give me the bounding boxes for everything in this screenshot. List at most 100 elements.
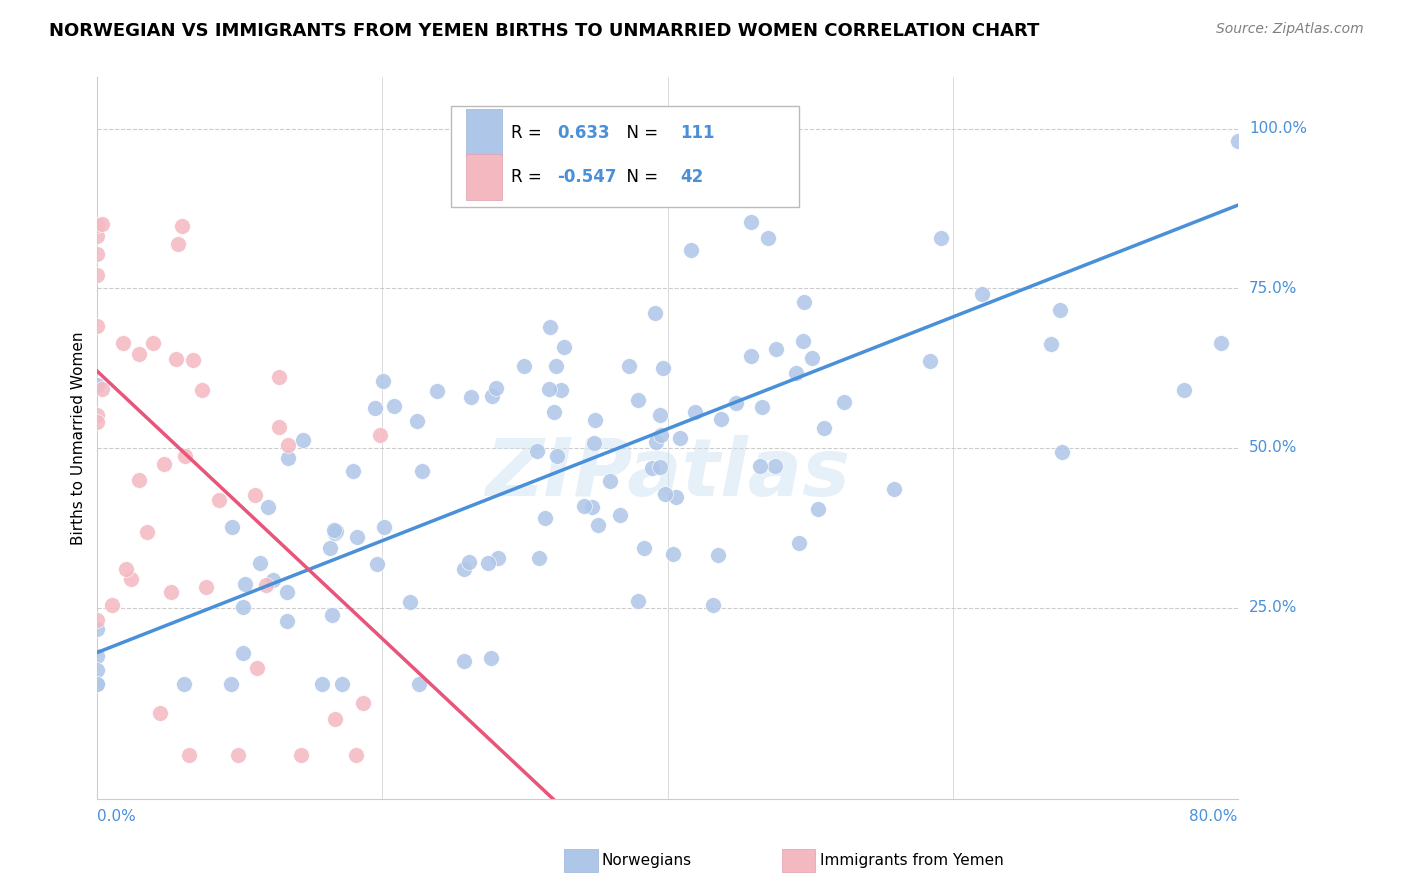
- FancyBboxPatch shape: [465, 110, 502, 156]
- Text: 100.0%: 100.0%: [1249, 121, 1308, 136]
- Point: [724, 396, 747, 410]
- Point: [751, 400, 773, 414]
- Point: [679, 243, 702, 257]
- Point: [627, 594, 650, 608]
- Point: [86, 677, 108, 691]
- Point: [662, 547, 685, 561]
- Point: [160, 584, 183, 599]
- Point: [165, 351, 187, 366]
- Point: [233, 576, 256, 591]
- Point: [181, 352, 204, 367]
- Point: [544, 359, 567, 373]
- Point: [651, 360, 673, 375]
- Point: [1209, 335, 1232, 350]
- Point: [740, 215, 762, 229]
- Point: [526, 443, 548, 458]
- Point: [232, 646, 254, 660]
- Point: [765, 342, 787, 356]
- Point: [325, 524, 347, 539]
- Point: [243, 488, 266, 502]
- Point: [323, 525, 346, 540]
- Point: [583, 413, 606, 427]
- Point: [787, 536, 810, 550]
- Point: [581, 500, 603, 514]
- Point: [453, 561, 475, 575]
- Point: [550, 383, 572, 397]
- FancyBboxPatch shape: [465, 153, 502, 200]
- Text: 75.0%: 75.0%: [1249, 281, 1298, 296]
- Point: [172, 219, 194, 233]
- Point: [546, 449, 568, 463]
- Point: [929, 230, 952, 244]
- Point: [1040, 336, 1063, 351]
- Point: [785, 366, 807, 380]
- Point: [1049, 302, 1071, 317]
- Point: [534, 511, 557, 525]
- Point: [644, 434, 666, 449]
- Point: [644, 306, 666, 320]
- Point: [232, 600, 254, 615]
- Point: [702, 598, 724, 612]
- Point: [128, 347, 150, 361]
- Point: [537, 382, 560, 396]
- Point: [91, 382, 114, 396]
- Point: [481, 651, 503, 665]
- Point: [318, 541, 340, 555]
- Point: [86, 318, 108, 333]
- Point: [748, 459, 770, 474]
- Text: 25.0%: 25.0%: [1249, 600, 1298, 615]
- Point: [86, 247, 108, 261]
- Point: [513, 359, 536, 373]
- Point: [86, 613, 108, 627]
- Point: [246, 660, 269, 674]
- Point: [191, 384, 214, 398]
- Point: [633, 541, 655, 555]
- Point: [167, 236, 190, 251]
- Point: [650, 428, 672, 442]
- Point: [195, 580, 218, 594]
- Point: [221, 519, 243, 533]
- Text: 50.0%: 50.0%: [1249, 441, 1298, 456]
- Point: [120, 572, 142, 586]
- Point: [346, 530, 368, 544]
- Point: [352, 696, 374, 710]
- Point: [972, 287, 994, 301]
- Point: [408, 677, 430, 691]
- Point: [574, 499, 596, 513]
- Point: [832, 394, 855, 409]
- Point: [460, 390, 482, 404]
- Point: [330, 677, 353, 691]
- Point: [276, 614, 298, 628]
- Point: [458, 555, 481, 569]
- Point: [793, 294, 815, 309]
- Point: [149, 706, 172, 720]
- Point: [553, 340, 575, 354]
- Point: [86, 648, 108, 663]
- Point: [174, 449, 197, 463]
- Point: [219, 677, 242, 691]
- Point: [599, 474, 621, 488]
- Point: [292, 433, 315, 447]
- Point: [115, 562, 138, 576]
- Point: [86, 268, 108, 282]
- Point: [128, 473, 150, 487]
- Point: [543, 405, 565, 419]
- Point: [290, 747, 312, 762]
- Point: [86, 408, 108, 422]
- Point: [267, 370, 290, 384]
- Point: [665, 490, 688, 504]
- Point: [883, 482, 905, 496]
- Point: [254, 578, 277, 592]
- Point: [582, 436, 605, 450]
- Point: [763, 458, 786, 473]
- Point: [807, 502, 830, 516]
- Text: Immigrants from Yemen: Immigrants from Yemen: [820, 854, 1004, 868]
- Point: [382, 399, 405, 413]
- Text: 0.0%: 0.0%: [97, 809, 136, 824]
- Point: [173, 677, 195, 691]
- Point: [801, 351, 824, 366]
- Point: [321, 607, 343, 622]
- Point: [86, 415, 108, 429]
- Point: [371, 374, 394, 388]
- Point: [277, 438, 299, 452]
